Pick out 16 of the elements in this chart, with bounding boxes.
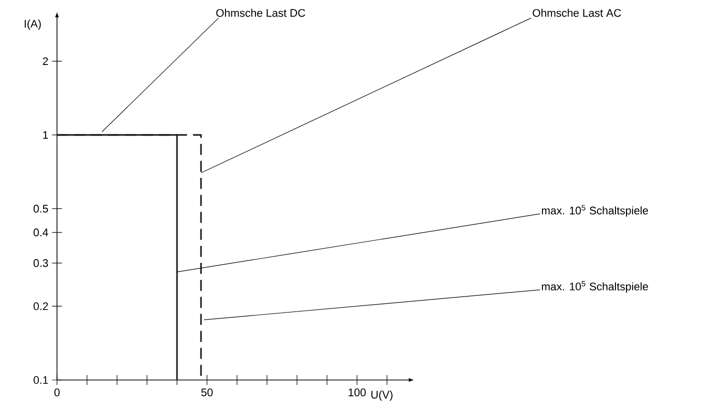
y-tick-label: 1 (43, 131, 48, 139)
y-tick-label: 0.3 (34, 259, 48, 267)
annotation: max. 10$^{5}$ Schaltspiele (542, 281, 648, 293)
y-tick-label: 0.4 (34, 228, 48, 236)
x-tick-label: 100 (348, 388, 366, 396)
y-tick-label: 2 (42, 57, 48, 65)
x-tick-label: 0 (54, 388, 60, 396)
y-tick-label: 0.5 (34, 204, 48, 213)
x-axis-title: U(V) (371, 390, 392, 401)
x-tick-label: 50 (201, 388, 213, 396)
y-tick-label: 0.2 (34, 302, 48, 310)
annotation: Ohmsche Last DC (216, 8, 306, 17)
annotation: Ohmsche Last AC (532, 8, 622, 17)
y-tick-label: 0.1 (34, 376, 48, 384)
y-axis-title: I(A) (24, 20, 41, 30)
annotation: max. 10$^{5}$ Schaltspiele (542, 205, 648, 217)
